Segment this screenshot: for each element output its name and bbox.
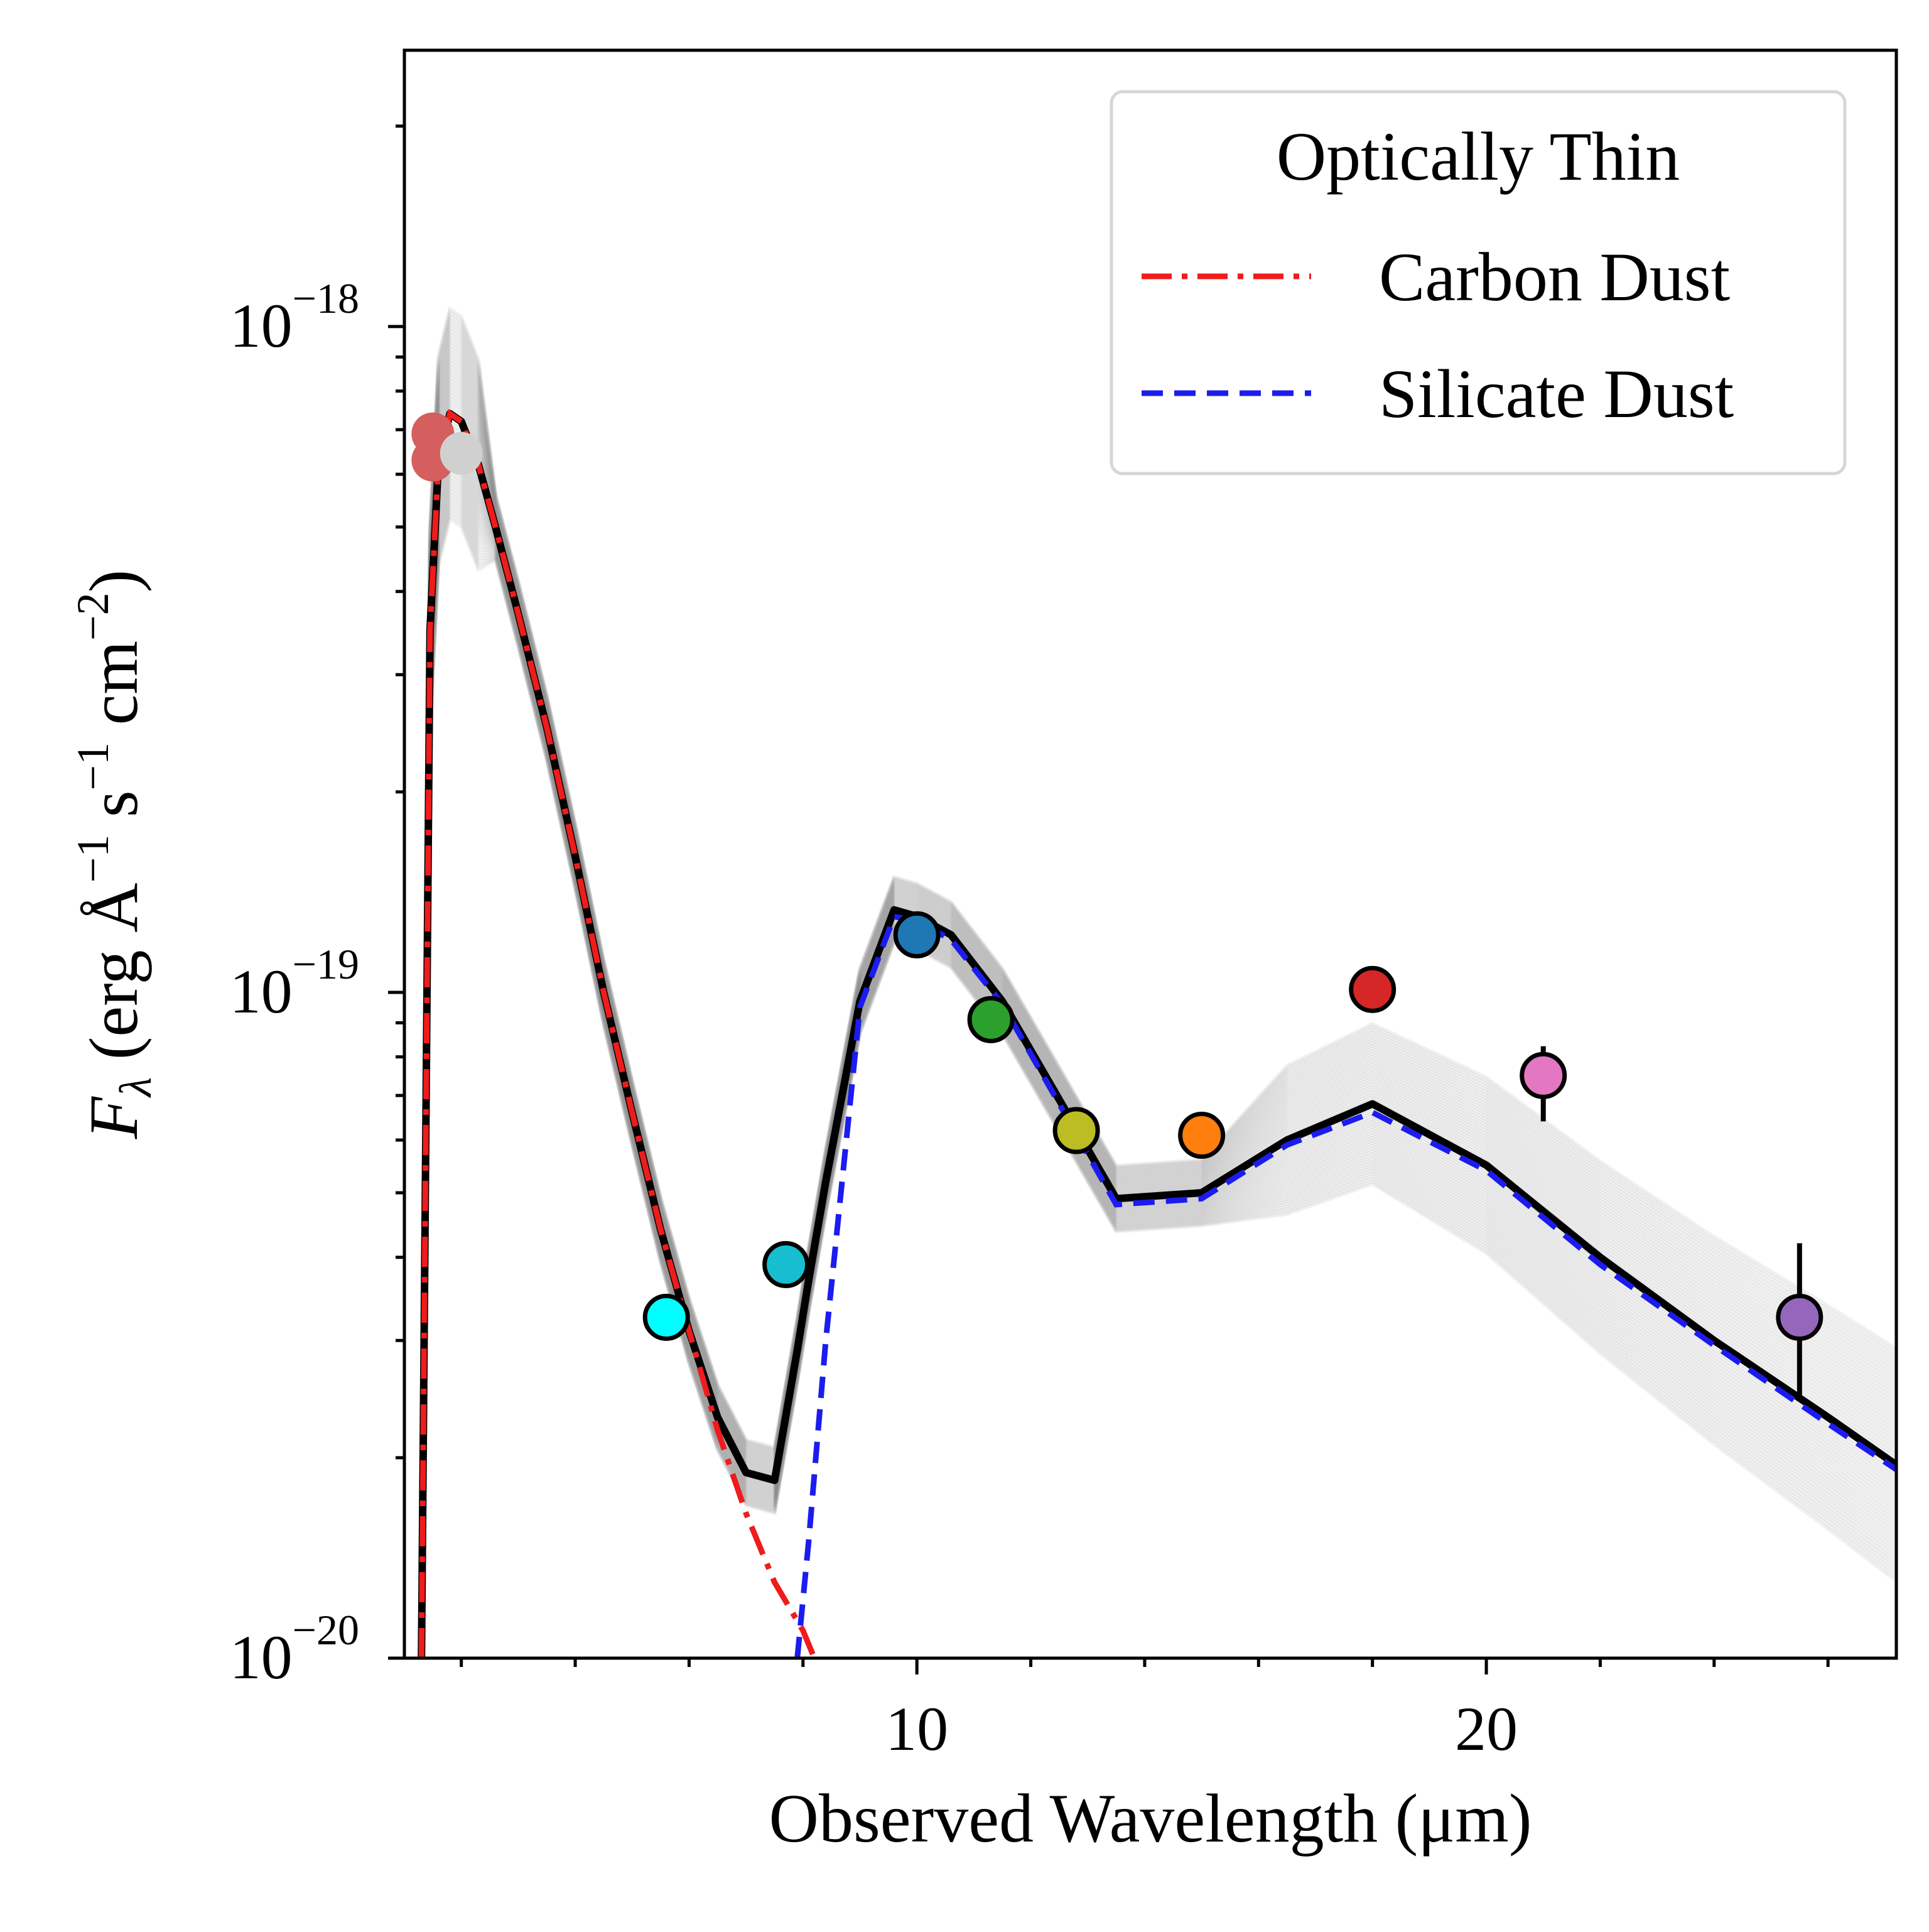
data-point xyxy=(967,996,1015,1043)
total-model-line xyxy=(418,410,1896,1658)
posterior-draw-line xyxy=(420,490,1896,1658)
x-tick-label: 10 xyxy=(885,1694,948,1764)
posterior-draw-line xyxy=(419,320,1896,1568)
posterior-draw-line xyxy=(420,483,1896,1658)
posterior-draw-line xyxy=(419,433,1896,1658)
posterior-draw-line xyxy=(419,462,1896,1658)
data-point xyxy=(1520,1051,1567,1099)
y-tick-label: 10−19 xyxy=(230,940,359,1026)
posterior-draw-line xyxy=(419,384,1896,1632)
posterior-draw-line xyxy=(419,458,1896,1658)
data-point xyxy=(893,911,941,958)
posterior-draw-line xyxy=(419,334,1896,1582)
legend: Optically Thin Carbon Dust Silicate Dust xyxy=(1110,90,1847,475)
posterior-draw-line xyxy=(419,430,1896,1658)
posterior-draw-line xyxy=(419,369,1896,1618)
posterior-draw-line xyxy=(419,416,1896,1658)
y-axis-label: Fλ (erg Å−1 s−1 cm−2) xyxy=(68,570,161,1140)
posterior-draw-line xyxy=(419,359,1896,1607)
posterior-draw-line xyxy=(419,423,1896,1658)
posterior-draw-line xyxy=(419,465,1896,1658)
posterior-draw-line xyxy=(420,479,1896,1658)
posterior-draw-line xyxy=(419,380,1896,1628)
total-model xyxy=(418,410,1896,1658)
posterior-draw-line xyxy=(420,476,1896,1658)
posterior-draw-line xyxy=(419,401,1896,1649)
posterior-draw-line xyxy=(419,355,1896,1604)
posterior-draw-line xyxy=(419,313,1896,1561)
posterior-draw-line xyxy=(419,426,1896,1658)
posterior-draw-line xyxy=(419,469,1896,1658)
posterior-draw-line xyxy=(420,508,1896,1658)
y-tick-label: 10−18 xyxy=(230,274,359,361)
posterior-draw-line xyxy=(419,366,1896,1614)
legend-label-silicate: Silicate Dust xyxy=(1379,355,1734,432)
data-point xyxy=(1178,1112,1226,1159)
posterior-draw-line xyxy=(420,511,1896,1658)
posterior-draw-line xyxy=(419,398,1896,1646)
legend-label-carbon: Carbon Dust xyxy=(1379,239,1730,315)
posterior-draw-line xyxy=(420,515,1896,1658)
posterior-draw-line xyxy=(420,494,1896,1658)
dust-series xyxy=(418,409,1896,1658)
data-point xyxy=(762,1240,810,1288)
posterior-draw-line xyxy=(420,504,1896,1658)
data-point xyxy=(1052,1107,1100,1154)
posterior-draw-line xyxy=(419,405,1896,1653)
data-point xyxy=(1776,1293,1824,1341)
posterior-draw-line xyxy=(420,501,1896,1658)
posterior-draw-line xyxy=(419,373,1896,1621)
posterior-draws xyxy=(419,305,1896,1658)
posterior-draw-line xyxy=(419,391,1896,1639)
posterior-draw-line xyxy=(419,376,1896,1625)
posterior-draw-line xyxy=(419,412,1896,1658)
posterior-draw-line xyxy=(419,387,1896,1636)
posterior-draw-line xyxy=(419,444,1896,1658)
photometry-points xyxy=(411,412,1824,1399)
series-line-silicate-dust xyxy=(794,913,1896,1658)
posterior-draw-line xyxy=(420,497,1896,1658)
data-point xyxy=(642,1293,690,1341)
x-axis-label: Observed Wavelength (μm) xyxy=(769,1780,1532,1857)
posterior-draw-line xyxy=(419,362,1896,1610)
posterior-draw-line xyxy=(419,419,1896,1658)
data-point xyxy=(440,431,483,475)
posterior-draw-line xyxy=(419,440,1896,1658)
posterior-draw-line xyxy=(419,447,1896,1658)
posterior-draw-line xyxy=(419,408,1896,1657)
x-ticks: 10 20 xyxy=(460,1658,1830,1764)
legend-box xyxy=(1110,90,1847,475)
posterior-draw-line xyxy=(419,330,1896,1578)
posterior-draw-line xyxy=(419,327,1896,1575)
posterior-draw-line xyxy=(420,472,1896,1658)
posterior-draw-line xyxy=(419,323,1896,1571)
x-tick-label: 20 xyxy=(1455,1694,1518,1764)
posterior-draw-line xyxy=(420,487,1896,1658)
posterior-draw-line xyxy=(419,451,1896,1658)
posterior-draw-line xyxy=(419,455,1896,1658)
posterior-draw-line xyxy=(419,305,1896,1554)
posterior-draw-line xyxy=(419,394,1896,1642)
series-line-carbon-dust xyxy=(418,409,818,1658)
y-ticks: 10−20 10−19 10−18 xyxy=(230,124,404,1692)
plot-frame xyxy=(403,48,1898,1660)
posterior-draw-line xyxy=(419,309,1896,1557)
legend-title: Optically Thin xyxy=(1277,118,1680,195)
posterior-draw-line xyxy=(419,316,1896,1565)
data-point xyxy=(1349,965,1397,1013)
y-tick-label: 10−20 xyxy=(230,1606,359,1692)
posterior-draw-line xyxy=(419,437,1896,1658)
